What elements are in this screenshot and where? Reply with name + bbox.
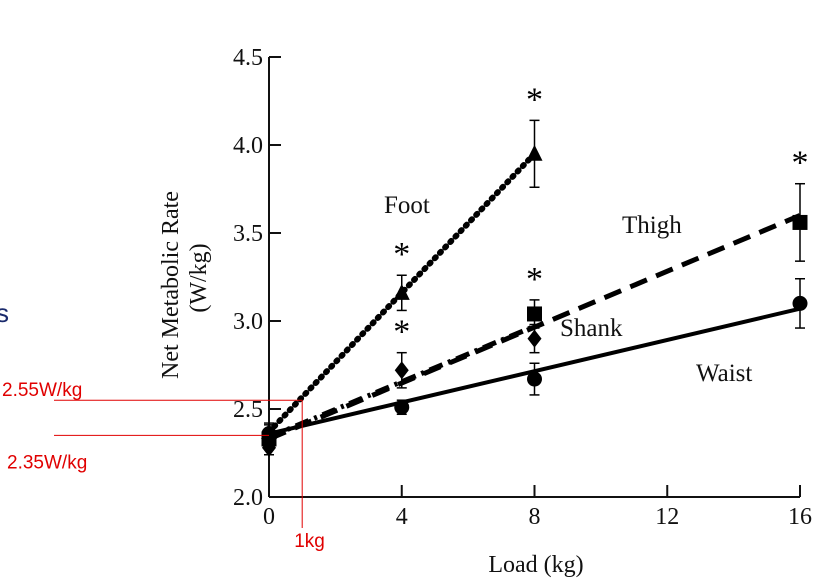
thigh-point [792, 214, 808, 230]
y-tick-label-4-5: 4.5 [233, 45, 263, 71]
data-markers [261, 144, 808, 457]
y-tick-label-2-5: 2.5 [233, 397, 263, 423]
thigh-point [527, 306, 542, 322]
x-axis-label: Load (kg) [488, 552, 583, 578]
shank-series-label: Shank [560, 315, 623, 342]
y-tick-label-3-0: 3.0 [233, 309, 263, 335]
y-tick-label-2-0: 2.0 [233, 485, 263, 511]
series-labels: Foot Thigh Shank Waist [384, 192, 752, 387]
foot-significance-star: * [393, 236, 410, 273]
shank-point [527, 329, 542, 348]
annotations: 2.55W/kg 2.35W/kg 1kg [2, 380, 325, 552]
y-axis-unit: (W/kg) [186, 243, 212, 312]
axes: 2.0 2.5 3.0 3.5 4.0 4.5 0 4 8 12 16 [233, 45, 812, 530]
x-tick-label-4: 4 [396, 504, 408, 530]
thigh-significance-star: * [792, 145, 809, 182]
x-tick-label-16: 16 [788, 504, 812, 530]
shank-point [394, 361, 409, 380]
foot-significance-star: * [526, 81, 543, 118]
y-axis-label: Net Metabolic Rate [158, 191, 184, 379]
significance-markers: * * * * * [393, 81, 808, 350]
annotation-label-high: 2.55W/kg [2, 380, 82, 401]
foot-point [526, 144, 543, 161]
shank-fit-line [268, 323, 536, 440]
annotation-label-vertical: 1kg [294, 531, 325, 552]
y-tick-label-3-5: 3.5 [233, 221, 263, 247]
y-tick-label-4-0: 4.0 [233, 133, 263, 159]
shank-point [262, 438, 276, 457]
shank-significance-star: * [393, 314, 410, 351]
x-tick-label-8: 8 [529, 504, 541, 530]
waist-point [792, 295, 808, 311]
foot-point [393, 283, 410, 300]
thigh-series-label: Thigh [622, 212, 682, 239]
annotation-label-low: 2.35W/kg [7, 452, 87, 473]
x-tick-label-0: 0 [263, 504, 275, 530]
waist-point [261, 426, 277, 442]
x-tick-label-12: 12 [655, 504, 679, 530]
partial-text: s [0, 298, 9, 328]
waist-point [394, 399, 410, 415]
foot-series-label: Foot [384, 192, 430, 219]
waist-point [527, 371, 542, 387]
waist-series-label: Waist [696, 360, 752, 387]
thigh-significance-star: * [526, 261, 543, 298]
